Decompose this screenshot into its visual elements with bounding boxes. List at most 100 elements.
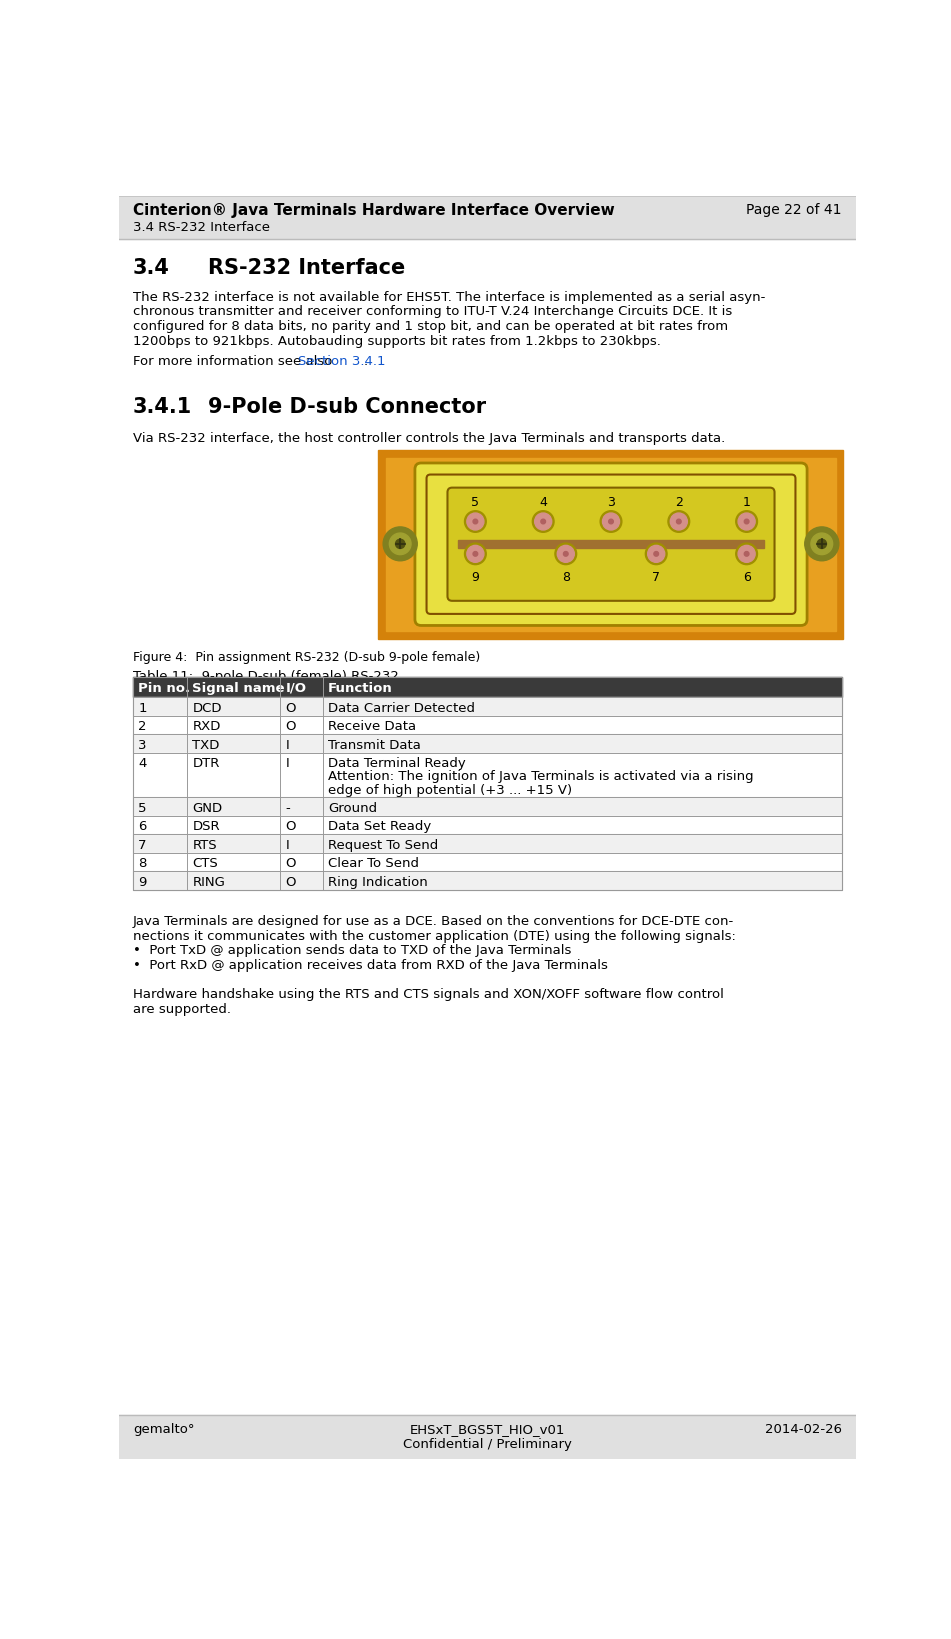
Text: 3.4: 3.4 — [133, 259, 169, 279]
Text: Ring Indication: Ring Indication — [328, 875, 428, 888]
Text: 6: 6 — [138, 820, 146, 833]
Text: I: I — [285, 739, 289, 751]
Circle shape — [533, 511, 554, 533]
Bar — [119, 197, 856, 239]
Circle shape — [609, 520, 613, 524]
Text: -: - — [285, 801, 290, 815]
Circle shape — [541, 520, 546, 524]
Text: edge of high potential (+3 ... +15 V): edge of high potential (+3 ... +15 V) — [328, 783, 573, 797]
Text: 5: 5 — [138, 801, 146, 815]
Text: 3: 3 — [607, 495, 615, 508]
Text: Data Terminal Ready: Data Terminal Ready — [328, 757, 466, 770]
Text: Transmit Data: Transmit Data — [328, 739, 421, 751]
Circle shape — [383, 528, 417, 562]
Bar — [133, 698, 842, 716]
FancyBboxPatch shape — [415, 464, 807, 626]
Text: For more information see also: For more information see also — [133, 356, 337, 369]
Text: configured for 8 data bits, no parity and 1 stop bit, and can be operated at bit: configured for 8 data bits, no parity an… — [133, 320, 728, 333]
Circle shape — [745, 520, 749, 524]
Text: are supported.: are supported. — [133, 1003, 231, 1016]
Circle shape — [648, 546, 665, 562]
Text: EHSxT_BGS5T_HIO_v01: EHSxT_BGS5T_HIO_v01 — [409, 1421, 565, 1434]
Text: Request To Send: Request To Send — [328, 839, 438, 851]
Text: 4: 4 — [539, 495, 547, 508]
Circle shape — [654, 552, 658, 557]
Circle shape — [563, 552, 568, 557]
Circle shape — [467, 513, 484, 531]
Circle shape — [396, 539, 405, 549]
Text: 8: 8 — [138, 857, 146, 870]
Text: •  Port TxD @ application sends data to TXD of the Java Terminals: • Port TxD @ application sends data to T… — [133, 944, 572, 957]
Circle shape — [646, 544, 667, 565]
Text: 2: 2 — [138, 720, 146, 733]
Circle shape — [389, 534, 411, 556]
Bar — [133, 677, 842, 890]
Text: Data Set Ready: Data Set Ready — [328, 820, 432, 833]
Text: nections it communicates with the customer application (DTE) using the following: nections it communicates with the custom… — [133, 929, 736, 942]
Circle shape — [811, 534, 833, 556]
Text: 9-Pole D-sub Connector: 9-Pole D-sub Connector — [208, 397, 486, 416]
Circle shape — [464, 511, 486, 533]
Text: Data Carrier Detected: Data Carrier Detected — [328, 701, 476, 715]
Text: DTR: DTR — [192, 757, 220, 770]
Text: chronous transmitter and receiver conforming to ITU-T V.24 Interchange Circuits : chronous transmitter and receiver confor… — [133, 305, 732, 318]
Text: .: . — [364, 356, 368, 369]
Text: 1200bps to 921kbps. Autobauding supports bit rates from 1.2kbps to 230kbps.: 1200bps to 921kbps. Autobauding supports… — [133, 334, 661, 347]
Text: Table 11:  9-pole D-sub (female) RS-232: Table 11: 9-pole D-sub (female) RS-232 — [133, 670, 398, 683]
Text: 9: 9 — [138, 875, 146, 888]
Text: Via RS-232 interface, the host controller controls the Java Terminals and transp: Via RS-232 interface, the host controlle… — [133, 431, 725, 444]
Text: 7: 7 — [652, 570, 660, 583]
Text: 2: 2 — [675, 495, 683, 508]
Text: TXD: TXD — [192, 739, 220, 751]
Circle shape — [467, 546, 484, 562]
Text: Section 3.4.1: Section 3.4.1 — [298, 356, 385, 369]
Bar — [133, 852, 842, 872]
Bar — [133, 816, 842, 834]
Text: DSR: DSR — [192, 820, 220, 833]
Text: O: O — [285, 720, 296, 733]
Circle shape — [473, 520, 477, 524]
Text: Receive Data: Receive Data — [328, 720, 417, 733]
Bar — [133, 734, 842, 752]
Text: 1: 1 — [138, 701, 146, 715]
Circle shape — [738, 513, 755, 531]
Text: GND: GND — [192, 801, 223, 815]
Circle shape — [464, 544, 486, 565]
Text: Hardware handshake using the RTS and CTS signals and XON/XOFF software flow cont: Hardware handshake using the RTS and CTS… — [133, 988, 724, 1001]
Circle shape — [738, 546, 755, 562]
Text: 6: 6 — [743, 570, 750, 583]
Circle shape — [668, 511, 689, 533]
Text: RTS: RTS — [192, 839, 217, 851]
Text: •  Port RxD @ application receives data from RXD of the Java Terminals: • Port RxD @ application receives data f… — [133, 959, 608, 972]
Text: Function: Function — [328, 682, 393, 695]
Circle shape — [745, 552, 749, 557]
Text: Pin no.: Pin no. — [138, 682, 190, 695]
Text: Signal name: Signal name — [192, 682, 285, 695]
Text: RXD: RXD — [192, 720, 221, 733]
Circle shape — [557, 546, 574, 562]
Text: I: I — [285, 839, 289, 851]
Circle shape — [534, 513, 552, 531]
Text: 2014-02-26: 2014-02-26 — [765, 1421, 842, 1434]
Circle shape — [817, 539, 826, 549]
Text: 4: 4 — [138, 757, 146, 770]
Circle shape — [473, 552, 477, 557]
Text: Cinterion® Java Terminals Hardware Interface Overview: Cinterion® Java Terminals Hardware Inter… — [133, 203, 614, 218]
Text: 5: 5 — [472, 495, 479, 508]
Bar — [133, 798, 842, 816]
Circle shape — [555, 544, 576, 565]
Text: 7: 7 — [138, 839, 146, 851]
Text: Java Terminals are designed for use as a DCE. Based on the conventions for DCE-D: Java Terminals are designed for use as a… — [133, 915, 734, 928]
Circle shape — [676, 520, 681, 524]
Text: 8: 8 — [562, 570, 570, 583]
Text: 3.4 RS-232 Interface: 3.4 RS-232 Interface — [133, 221, 270, 234]
Bar — [133, 677, 842, 698]
Circle shape — [736, 511, 758, 533]
FancyBboxPatch shape — [427, 475, 795, 615]
Text: 3.4.1: 3.4.1 — [133, 397, 192, 416]
Text: I: I — [285, 757, 289, 770]
Bar — [133, 834, 842, 852]
Text: Page 22 of 41: Page 22 of 41 — [747, 203, 842, 216]
Text: Figure 4:  Pin assignment RS-232 (D-sub 9-pole female): Figure 4: Pin assignment RS-232 (D-sub 9… — [133, 651, 480, 664]
Text: The RS-232 interface is not available for EHS5T. The interface is implemented as: The RS-232 interface is not available fo… — [133, 290, 766, 303]
